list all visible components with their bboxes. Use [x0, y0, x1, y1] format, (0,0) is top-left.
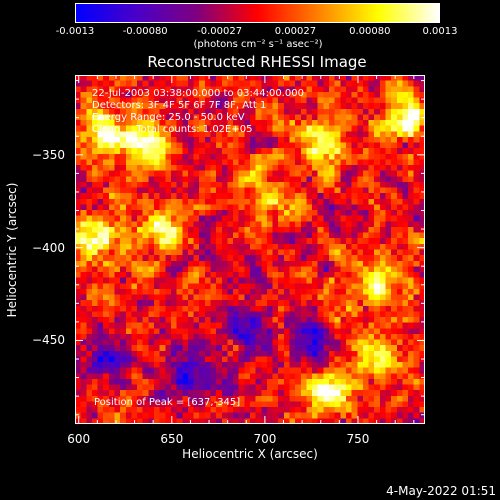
- colorbar-tick-label: 0.0013: [422, 26, 458, 37]
- x-tick-label: 600: [67, 432, 91, 446]
- plot-area: [75, 75, 425, 424]
- y-tick-label: −450: [32, 333, 65, 348]
- heatmap-image: [75, 75, 425, 424]
- peak-position-label: Position of Peak = [637,-345]: [94, 397, 241, 408]
- colorbar-tick-label: 0.00080: [349, 26, 391, 37]
- annotation-line: Clean Total counts: 1.02E+05: [92, 124, 253, 135]
- timestamp: 4-May-2022 01:51: [386, 484, 496, 498]
- annotation-line: Detectors: 3F 4F 5F 6F 7F 8F, Att 1: [92, 100, 267, 111]
- plot-border: [75, 75, 425, 424]
- colorbar-tick-label: -0.0013: [55, 26, 95, 37]
- colorbar-units: (photons cm⁻² s⁻¹ asec⁻²): [193, 39, 323, 50]
- colorbar: [75, 3, 440, 23]
- plot-frame: [75, 75, 425, 424]
- colorbar-tick-label: -0.00080: [122, 26, 168, 37]
- chart-title: Reconstructed RHESSI Image: [147, 53, 367, 71]
- colorbar-tick-label: 0.00027: [274, 26, 317, 37]
- y-tick-label: −350: [32, 147, 65, 162]
- colorbar-tick-label: -0.00027: [197, 26, 243, 37]
- x-tick-label: 650: [160, 432, 184, 446]
- y-tick-label: −400: [32, 240, 65, 255]
- x-axis-label: Heliocentric X (arcsec): [182, 447, 318, 461]
- annotation-line: Energy Range: 25.0 - 50.0 keV: [92, 112, 245, 123]
- x-tick-label: 700: [253, 432, 277, 446]
- x-tick-label: 750: [346, 432, 370, 446]
- y-axis-label: Heliocentric Y (arcsec): [5, 182, 19, 318]
- annotation-line: 22-Jul-2003 03:38:00.000 to 03:44:00.000: [92, 88, 304, 99]
